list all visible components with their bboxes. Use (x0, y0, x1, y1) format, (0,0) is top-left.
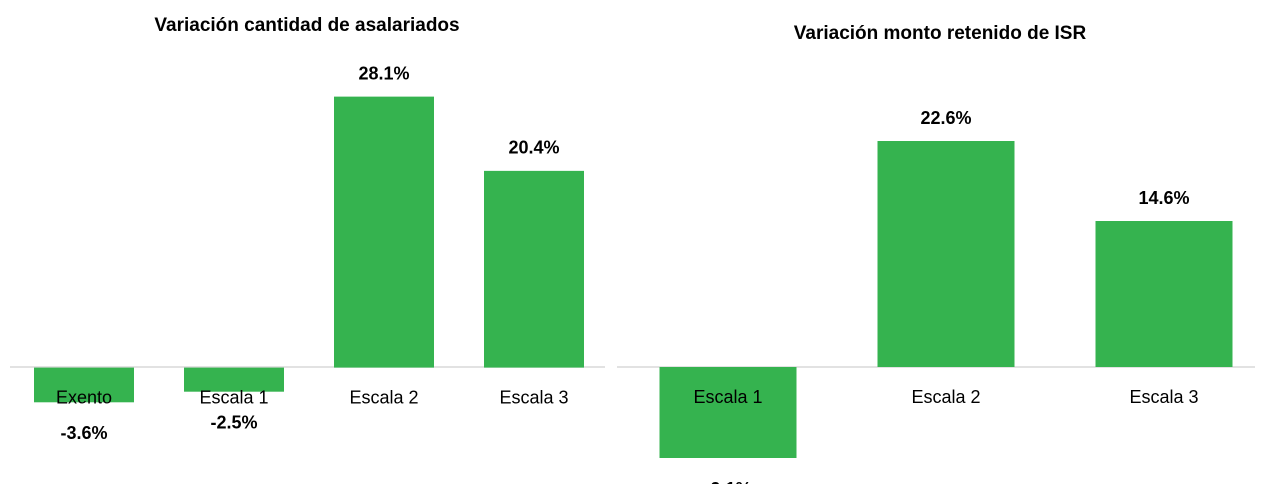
data-label: 22.6% (920, 108, 971, 128)
x-tick-label: Escala 2 (349, 387, 418, 407)
x-tick-label: Escala 3 (1129, 387, 1198, 407)
data-label: 20.4% (508, 138, 559, 158)
x-tick-label: Escala 2 (911, 387, 980, 407)
bar (184, 367, 284, 392)
x-tick-label: Escala 1 (693, 387, 762, 407)
x-tick-label: Escala 3 (499, 387, 568, 407)
x-tick-label: Exento (56, 387, 112, 407)
data-label: 14.6% (1138, 188, 1189, 208)
data-label: 28.1% (358, 63, 409, 83)
data-label: -3.6% (60, 423, 107, 443)
data-label: -2.5% (210, 412, 257, 432)
bar (34, 367, 134, 403)
bar (334, 96, 434, 368)
chart-title: Variación monto retenido de ISR (794, 23, 1087, 44)
bar (877, 141, 1015, 367)
bar (659, 367, 797, 458)
bar (1095, 221, 1233, 367)
chart-title: Variación cantidad de asalariados (154, 15, 459, 36)
data-label: -9.1% (704, 479, 751, 484)
x-tick-label: Escala 1 (199, 387, 268, 407)
bar (484, 170, 584, 368)
